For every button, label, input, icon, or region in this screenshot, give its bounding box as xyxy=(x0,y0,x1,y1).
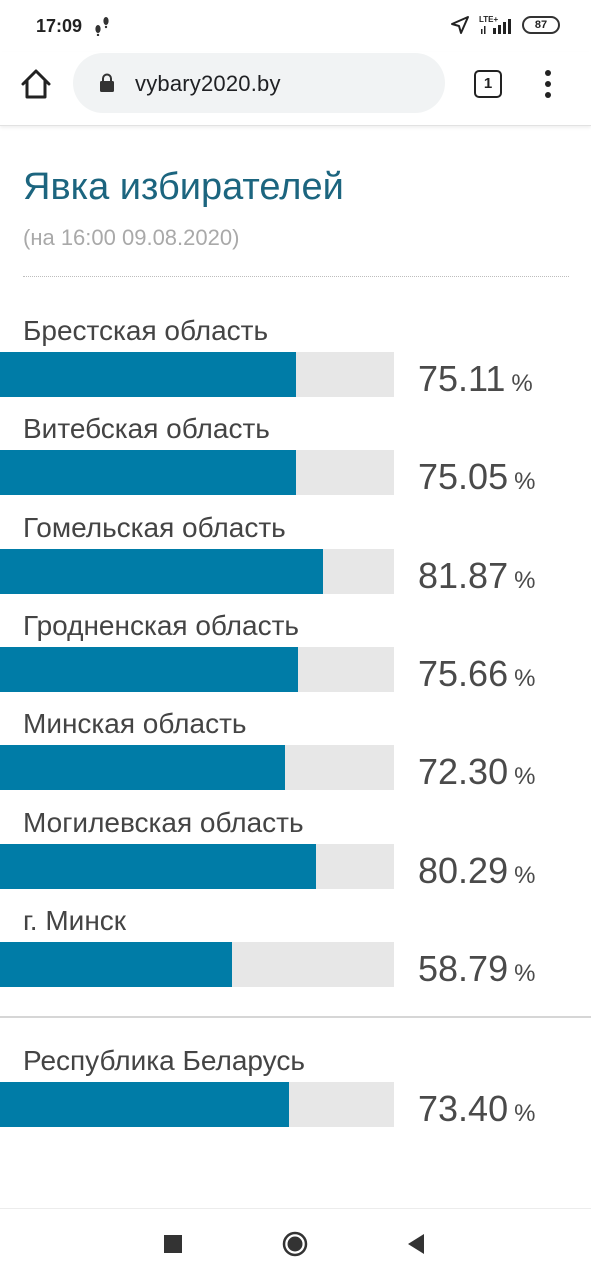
region-row: Могилевская область 80.29% xyxy=(0,807,591,905)
turnout-bar-track xyxy=(0,1082,394,1127)
region-name: Минская область xyxy=(23,708,247,739)
turnout-bar-track xyxy=(0,352,394,397)
region-row: Витебская область 75.05% xyxy=(0,413,591,511)
region-name: Республика Беларусь xyxy=(23,1045,305,1076)
region-name: Гродненская область xyxy=(23,610,300,641)
url-text: vybary2020.by xyxy=(135,71,281,96)
status-time: 17:09 xyxy=(36,16,83,36)
turnout-number: 81.87 xyxy=(418,555,509,596)
turnout-bar-fill xyxy=(0,450,296,495)
tab-count: 1 xyxy=(483,75,493,92)
turnout-number: 80.29 xyxy=(418,850,509,891)
turnout-bar-fill xyxy=(0,352,296,397)
region-row: Гомельская область 81.87% xyxy=(0,512,591,610)
percent-unit: % xyxy=(514,567,536,594)
address-bar[interactable]: vybary2020.by xyxy=(73,53,445,113)
turnout-bar-track xyxy=(0,549,394,594)
region-name: Витебская область xyxy=(23,413,270,444)
system-nav-bar xyxy=(0,1209,591,1280)
home-icon[interactable] xyxy=(18,66,54,102)
signal-icon: LTE+ xyxy=(479,15,511,34)
turnout-bar-fill xyxy=(0,942,232,987)
recent-apps-icon[interactable] xyxy=(164,1235,182,1253)
turnout-number: 58.79 xyxy=(418,948,509,989)
turnout-value: 75.11% xyxy=(418,358,533,400)
lock-icon xyxy=(100,73,114,92)
percent-unit: % xyxy=(514,960,536,987)
turnout-value: 80.29% xyxy=(418,850,535,892)
nav-divider xyxy=(0,1208,591,1209)
turnout-value: 73.40% xyxy=(418,1088,535,1130)
region-name: Могилевская область xyxy=(23,807,304,838)
turnout-bar-fill xyxy=(0,745,285,790)
battery-level: 87 xyxy=(534,19,548,31)
page-title: Явка избирателей xyxy=(23,166,344,208)
turnout-bar-track xyxy=(0,844,394,889)
turnout-number: 72.30 xyxy=(418,751,509,792)
turnout-bar-track xyxy=(0,745,394,790)
percent-unit: % xyxy=(514,1100,536,1127)
turnout-value: 75.05% xyxy=(418,456,535,498)
region-row: Гродненская область 75.66% xyxy=(0,610,591,708)
region-row: Минская область 72.30% xyxy=(0,708,591,806)
turnout-number: 75.11 xyxy=(418,358,506,399)
total-divider xyxy=(0,1016,591,1018)
browser-toolbar: vybary2020.by 1 xyxy=(0,52,591,126)
turnout-value: 75.66% xyxy=(418,653,535,695)
turnout-bar-fill xyxy=(0,1082,290,1127)
location-arrow-icon xyxy=(451,16,469,34)
turnout-bar-fill xyxy=(0,844,317,889)
footprints-icon xyxy=(95,17,109,36)
region-row: г. Минск 58.79% xyxy=(0,905,591,1003)
status-bar: 17:09 LTE+ 87 xyxy=(0,0,591,52)
home-circle-icon[interactable] xyxy=(282,1231,308,1257)
region-name: Гомельская область xyxy=(23,512,286,543)
percent-unit: % xyxy=(514,763,536,790)
turnout-bar-fill xyxy=(0,647,299,692)
turnout-bar-track xyxy=(0,450,394,495)
region-row: Брестская область 75.11% xyxy=(0,315,591,413)
region-name: г. Минск xyxy=(23,905,127,936)
turnout-bar-track xyxy=(0,942,394,987)
percent-unit: % xyxy=(511,370,533,397)
network-type-label: LTE+ xyxy=(479,15,499,24)
turnout-bar-track xyxy=(0,647,394,692)
turnout-number: 75.66 xyxy=(418,653,509,694)
battery-icon: 87 xyxy=(522,16,560,34)
percent-unit: % xyxy=(514,862,536,889)
back-icon[interactable] xyxy=(406,1233,426,1255)
region-name: Брестская область xyxy=(23,315,269,346)
turnout-value: 81.87% xyxy=(418,555,535,597)
percent-unit: % xyxy=(514,468,536,495)
page-subtitle: (на 16:00 09.08.2020) xyxy=(23,225,240,250)
tab-switcher-button[interactable]: 1 xyxy=(474,70,502,98)
percent-unit: % xyxy=(514,665,536,692)
more-vert-icon[interactable] xyxy=(538,68,558,100)
total-turnout-row: Республика Беларусь 73.40% xyxy=(0,1045,591,1143)
dotted-divider xyxy=(23,276,569,277)
turnout-number: 75.05 xyxy=(418,456,509,497)
turnout-value: 72.30% xyxy=(418,751,535,793)
turnout-number: 73.40 xyxy=(418,1088,509,1129)
turnout-bar-fill xyxy=(0,549,323,594)
turnout-value: 58.79% xyxy=(418,948,535,990)
